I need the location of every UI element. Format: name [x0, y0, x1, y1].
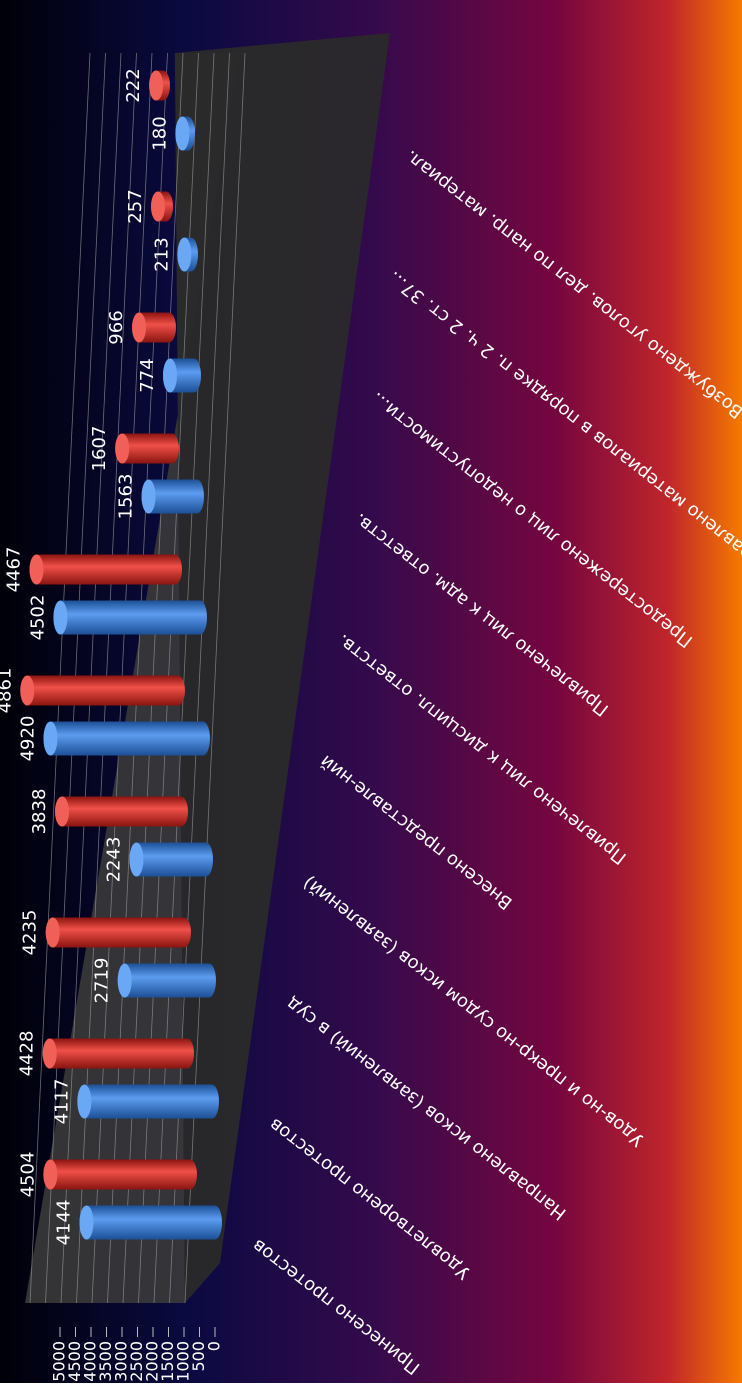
data-label: 222: [123, 68, 144, 102]
data-label: 4502: [27, 595, 48, 641]
bar-cap: [115, 433, 130, 464]
y-tick-label: 5000: [50, 1341, 69, 1382]
data-label: 180: [149, 116, 170, 150]
bar-cap: [20, 675, 35, 706]
bar-cap: [77, 1084, 92, 1119]
bar: [79, 1205, 222, 1240]
bar: [45, 917, 191, 948]
floor: [175, 33, 390, 1303]
y-tick-label: 1000: [174, 1341, 193, 1382]
bar-cap: [151, 191, 166, 222]
data-label: 1607: [89, 426, 110, 472]
y-tick-label: 2000: [143, 1341, 162, 1382]
bar: [117, 963, 216, 998]
y-tick-label: 0: [205, 1341, 224, 1351]
bar: [29, 554, 182, 585]
data-label: 4144: [54, 1200, 75, 1246]
y-tick-label: 500: [189, 1341, 208, 1372]
y-tick-label: 3500: [96, 1341, 115, 1382]
bar-cap: [163, 358, 178, 393]
data-label: 213: [151, 237, 172, 271]
bar: [53, 600, 207, 635]
y-tick-label: 4500: [65, 1341, 84, 1382]
bar: [43, 1159, 197, 1190]
bar-cap: [45, 917, 60, 948]
bar: [141, 479, 204, 514]
data-label: 774: [137, 358, 158, 392]
data-label: 4920: [17, 716, 38, 762]
bar: [77, 1084, 219, 1119]
bar: [55, 796, 188, 827]
bar-cap: [29, 554, 44, 585]
data-label: 966: [106, 310, 127, 344]
data-label: 2243: [103, 837, 124, 883]
data-label: 4861: [0, 668, 15, 714]
bar-cap: [175, 116, 190, 151]
data-label: 257: [125, 189, 146, 223]
bar-cap: [79, 1205, 94, 1240]
bar: [20, 675, 185, 706]
bar-cap: [149, 70, 164, 101]
y-tick-label: 4000: [81, 1341, 100, 1382]
bar-cap: [177, 237, 192, 272]
data-label: 4467: [4, 547, 25, 593]
bar-cap: [129, 842, 144, 877]
bar: [42, 1038, 194, 1069]
bar-cap: [117, 963, 132, 998]
data-label: 4117: [51, 1079, 72, 1125]
data-label: 2719: [92, 958, 113, 1004]
bar: [129, 842, 213, 877]
data-label: 4235: [20, 910, 41, 956]
bar-cap: [43, 721, 58, 756]
data-label: 3838: [29, 789, 50, 835]
data-label: 1563: [116, 474, 137, 520]
bar-cap: [55, 796, 70, 827]
bar: [115, 433, 179, 464]
bar-cap: [132, 312, 147, 343]
bar-cap: [43, 1159, 58, 1190]
bar: [43, 721, 210, 756]
y-tick-label: 1500: [158, 1341, 177, 1382]
bar-cap: [141, 479, 156, 514]
bar-cap: [42, 1038, 57, 1069]
y-tick-label: 2500: [127, 1341, 146, 1382]
data-label: 4428: [17, 1031, 38, 1077]
data-label: 4504: [17, 1152, 38, 1198]
y-tick-label: 3000: [112, 1341, 131, 1382]
bar-cap: [53, 600, 68, 635]
